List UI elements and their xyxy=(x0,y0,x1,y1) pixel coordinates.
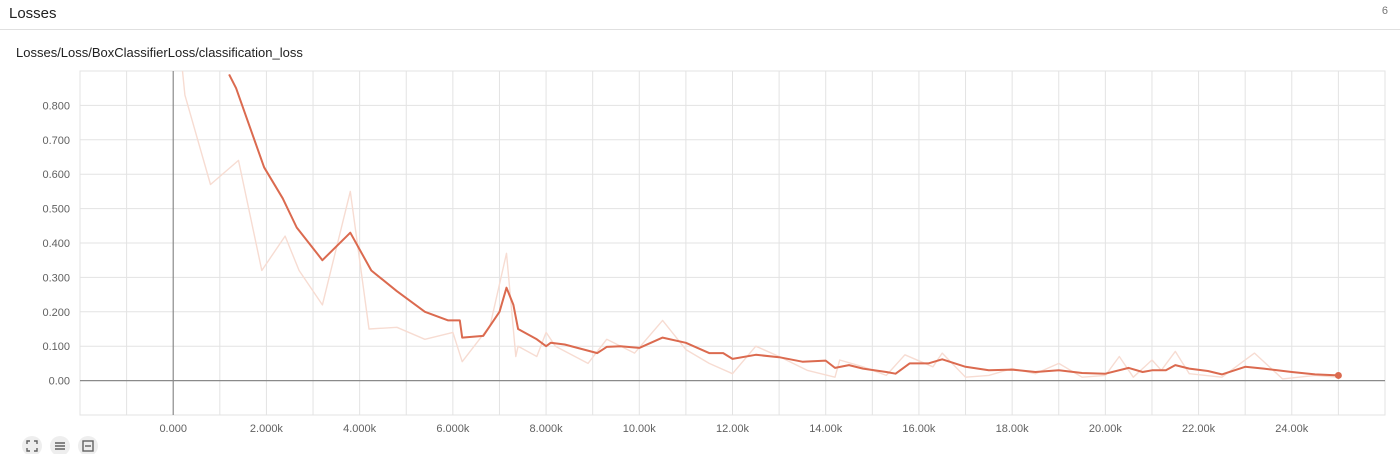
x-tick-label: 14.00k xyxy=(809,423,843,435)
smoothed-series-line xyxy=(228,73,1339,377)
chart-series xyxy=(181,71,1342,380)
y-tick-label: 0.100 xyxy=(42,341,70,353)
y-tick-label: 0.00 xyxy=(49,376,70,388)
chart-grid xyxy=(79,70,1386,416)
toggle-log-scale-button[interactable] xyxy=(50,436,70,454)
series-end-marker xyxy=(1334,371,1342,379)
y-tick-label: 0.700 xyxy=(42,135,70,147)
x-tick-label: 0.000 xyxy=(159,423,187,435)
y-axis-ticks: 0.00 0.100 0.200 0.300 0.400 0.500 0.600 0.700 0… xyxy=(42,100,70,387)
x-axis-ticks: 0.000 2.000k 4.000k 6.000k 8.000k 10.00k 12.00… xyxy=(159,423,1308,435)
section-title[interactable]: Losses xyxy=(9,5,57,22)
chart-title: Losses/Loss/BoxClassifierLoss/classifica… xyxy=(16,45,303,60)
section-header[interactable]: Losses 6 xyxy=(0,0,1400,30)
raw-series-line xyxy=(181,71,1339,380)
fit-domain-icon xyxy=(26,440,38,452)
x-tick-label: 6.000k xyxy=(436,423,470,435)
loss-line-chart[interactable]: 0.000 2.000k 4.000k 6.000k 8.000k 10.00k 12.00… xyxy=(0,60,1400,436)
section-count-badge: 6 xyxy=(1381,5,1388,17)
x-tick-label: 10.00k xyxy=(623,423,657,435)
x-tick-label: 4.000k xyxy=(343,423,377,435)
y-tick-label: 0.300 xyxy=(42,272,70,284)
x-tick-label: 24.00k xyxy=(1275,423,1309,435)
toggle-log-scale-icon xyxy=(55,442,65,450)
y-tick-label: 0.400 xyxy=(42,238,70,250)
x-tick-label: 18.00k xyxy=(996,423,1030,435)
x-tick-label: 8.000k xyxy=(530,423,564,435)
y-tick-label: 0.600 xyxy=(42,169,70,181)
x-tick-label: 22.00k xyxy=(1182,423,1216,435)
x-tick-label: 16.00k xyxy=(902,423,936,435)
x-tick-label: 2.000k xyxy=(250,423,284,435)
y-tick-label: 0.500 xyxy=(42,204,70,216)
y-tick-label: 0.200 xyxy=(42,307,70,319)
x-tick-label: 20.00k xyxy=(1089,423,1123,435)
x-tick-label: 12.00k xyxy=(716,423,750,435)
toggle-y-axis-icon xyxy=(82,440,94,452)
toggle-y-axis-button[interactable] xyxy=(78,436,98,454)
fit-domain-button[interactable] xyxy=(22,436,42,454)
y-tick-label: 0.800 xyxy=(42,100,70,112)
chart-axes xyxy=(80,71,1385,415)
